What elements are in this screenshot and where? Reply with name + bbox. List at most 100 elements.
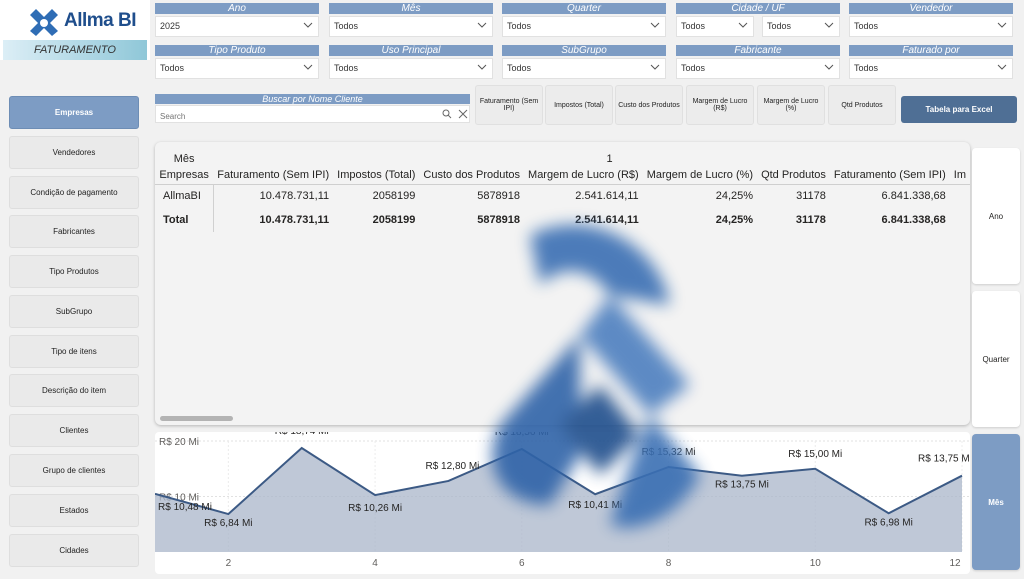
export-excel-button[interactable]: Tabela para Excel bbox=[901, 96, 1017, 123]
nav-item-fabricantes[interactable]: Fabricantes bbox=[9, 215, 139, 248]
cidade-dropdown[interactable]: Todos bbox=[676, 16, 754, 37]
cell: 5878918 bbox=[477, 214, 521, 226]
filter-faturado-por: Faturado por Todos bbox=[849, 45, 1013, 79]
nav-item-empresas[interactable]: Empresas bbox=[9, 96, 139, 129]
nav-item-tipo-produtos[interactable]: Tipo Produtos bbox=[9, 255, 139, 288]
cell: 31178 bbox=[796, 190, 826, 203]
dropdown-value: Todos bbox=[681, 21, 706, 31]
nav-item-clientes[interactable]: Clientes bbox=[9, 414, 139, 447]
clear-icon[interactable] bbox=[458, 109, 468, 119]
cell bbox=[950, 184, 970, 208]
filter-label: Vendedor bbox=[849, 3, 1013, 14]
filter-quarter: Quarter Todos bbox=[502, 3, 666, 37]
filter-label: SubGrupo bbox=[502, 45, 666, 56]
chevron-down-icon bbox=[824, 64, 834, 70]
table-row[interactable]: AllmaBI 10.478.731,11 2058199 5878918 2.… bbox=[155, 184, 970, 208]
nav-item-cidades[interactable]: Cidades bbox=[9, 534, 139, 567]
column-header[interactable]: Margem de Lucro (%) bbox=[646, 169, 754, 182]
search-input[interactable] bbox=[156, 108, 426, 125]
y-tick-label: R$ 10 Mi bbox=[159, 493, 199, 504]
cell: 6.841.338,68 bbox=[881, 190, 946, 203]
dropdown-value: Todos bbox=[160, 63, 185, 73]
measure-button[interactable]: Custo dos Produtos bbox=[615, 85, 683, 125]
vendedor-dropdown[interactable]: Todos bbox=[849, 16, 1013, 37]
row-name: AllmaBI bbox=[155, 184, 214, 208]
nav-item-vendedores[interactable]: Vendedores bbox=[9, 136, 139, 169]
table-total-row[interactable]: Total 10.478.731,11 2058199 5878918 2.54… bbox=[155, 208, 970, 232]
data-point[interactable] bbox=[369, 489, 381, 501]
header-row-1: Mês 1 bbox=[155, 150, 970, 167]
chevron-down-icon bbox=[997, 22, 1007, 28]
x-tick-label: 2 bbox=[226, 558, 232, 569]
measure-button[interactable]: Margem de Lucro (%) bbox=[757, 85, 825, 125]
chevron-down-icon bbox=[477, 22, 487, 28]
faturado-por-dropdown[interactable]: Todos bbox=[849, 58, 1013, 79]
data-label: R$ 13,75 Mi bbox=[715, 480, 769, 491]
search-client: Buscar por Nome Cliente bbox=[155, 94, 470, 125]
filter-label: Cidade / UF bbox=[676, 3, 840, 14]
nav-item-grupo-de-clientes[interactable]: Grupo de clientes bbox=[9, 454, 139, 487]
column-header[interactable]: Faturamento (Sem IPI) bbox=[833, 169, 946, 182]
horizontal-scrollbar[interactable] bbox=[160, 416, 233, 421]
chevron-down-icon bbox=[997, 64, 1007, 70]
hierarchy-button-quarter[interactable]: Quarter bbox=[972, 291, 1020, 427]
allma-logo-icon bbox=[30, 9, 58, 36]
nav-item-tipo-de-itens[interactable]: Tipo de itens bbox=[9, 335, 139, 368]
chevron-down-icon bbox=[477, 64, 487, 70]
chevron-down-icon bbox=[303, 64, 313, 70]
cell bbox=[950, 208, 970, 232]
dropdown-value: Todos bbox=[507, 21, 532, 31]
filter-label: Tipo Produto bbox=[155, 45, 319, 56]
measure-button[interactable]: Faturamento (Sem IPI) bbox=[475, 85, 543, 125]
cell: 10.478.731,11 bbox=[259, 214, 330, 226]
hierarchy-button-ano[interactable]: Ano bbox=[972, 148, 1020, 284]
data-label: R$ 18,74 Mi bbox=[275, 432, 329, 437]
nav-item-descricao-do-item[interactable]: Descrição do item bbox=[9, 374, 139, 407]
column-header[interactable]: Qtd Produtos bbox=[761, 169, 826, 182]
mes-dropdown[interactable]: Todos bbox=[329, 16, 493, 37]
nav-item-condicao-de-pagamento[interactable]: Condição de pagamento bbox=[9, 176, 139, 209]
measure-button[interactable]: Margem de Lucro (R$) bbox=[686, 85, 754, 125]
dropdown-value: Todos bbox=[507, 63, 532, 73]
fabricante-dropdown[interactable]: Todos bbox=[676, 58, 840, 79]
search-box bbox=[155, 105, 470, 125]
x-tick-label: 10 bbox=[810, 558, 822, 569]
filter-fabricante: Fabricante Todos bbox=[676, 45, 840, 79]
measure-button[interactable]: Qtd Produtos bbox=[828, 85, 896, 125]
matrix-table: Mês 1 Empresas Faturamento (Sem IPI) Imp… bbox=[155, 150, 970, 232]
search-icon[interactable] bbox=[442, 109, 452, 119]
hierarchy-button-mes[interactable]: Mês bbox=[972, 434, 1020, 570]
column-header[interactable]: Im bbox=[953, 169, 966, 182]
group-header: 1 bbox=[606, 152, 613, 165]
chart-panel: R$ 10 Mi R$ 20 Mi R$ 10,48 Mi R$ 6,84 Mi R$ … bbox=[154, 426, 972, 574]
subgrupo-dropdown[interactable]: Todos bbox=[502, 58, 666, 79]
y-tick-label: R$ 20 Mi bbox=[159, 437, 199, 448]
measure-button[interactable]: Impostos (Total) bbox=[545, 85, 613, 125]
data-point[interactable] bbox=[956, 470, 968, 482]
nav-item-subgrupo[interactable]: SubGrupo bbox=[9, 295, 139, 328]
column-header[interactable]: Margem de Lucro (R$) bbox=[528, 169, 639, 182]
data-label: R$ 6,98 Mi bbox=[864, 517, 912, 528]
tipo-produto-dropdown[interactable]: Todos bbox=[155, 58, 319, 79]
column-header[interactable]: Impostos (Total) bbox=[337, 169, 416, 182]
dropdown-value: Todos bbox=[681, 63, 706, 73]
data-label: R$ 10,48 Mi bbox=[158, 502, 212, 513]
page-subtitle: FATURAMENTO bbox=[3, 40, 147, 60]
data-point[interactable] bbox=[809, 463, 821, 475]
nav-item-estados[interactable]: Estados bbox=[9, 494, 139, 527]
column-header[interactable]: Custo dos Produtos bbox=[423, 169, 521, 182]
dropdown-value: Todos bbox=[334, 63, 359, 73]
dropdown-value: Todos bbox=[854, 21, 879, 31]
ano-dropdown[interactable]: 2025 bbox=[155, 16, 319, 37]
filter-uso-principal: Uso Principal Todos bbox=[329, 45, 493, 79]
cell: 6.841.338,68 bbox=[881, 214, 946, 226]
quarter-dropdown[interactable]: Todos bbox=[502, 16, 666, 37]
cell: 5878918 bbox=[477, 190, 521, 203]
uf-dropdown[interactable]: Todos bbox=[762, 16, 840, 37]
dropdown-value: Todos bbox=[767, 21, 792, 31]
dropdown-value: Todos bbox=[334, 21, 359, 31]
uso-principal-dropdown[interactable]: Todos bbox=[329, 58, 493, 79]
column-header[interactable]: Faturamento (Sem IPI) bbox=[217, 169, 330, 182]
data-point[interactable] bbox=[296, 442, 308, 454]
filter-label: Fabricante bbox=[676, 45, 840, 56]
